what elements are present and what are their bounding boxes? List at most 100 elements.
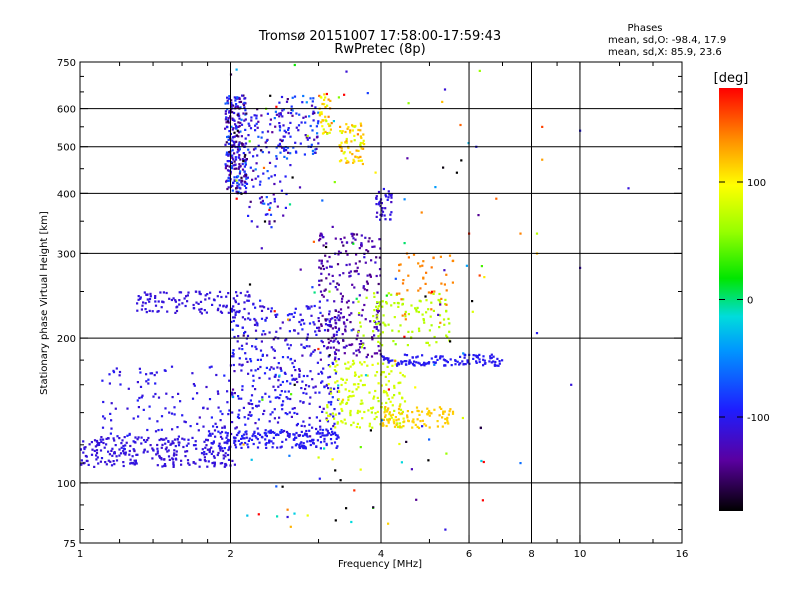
echo-point [231,411,234,414]
echo-point [95,451,99,455]
echo-point [286,146,290,149]
echo-point [220,295,223,299]
echo-point [360,346,364,349]
echo-point [420,364,423,367]
echo-point [349,270,352,273]
echo-point [363,256,366,259]
echo-point [347,361,350,364]
echo-point [238,146,241,149]
echo-point [466,359,469,362]
echo-point [146,428,149,432]
echo-point [405,360,408,363]
echo-point [427,459,430,462]
phase-stats-heading: Phases [627,23,662,34]
echo-point [374,374,377,377]
echo-point [391,413,394,416]
echo-point [298,320,301,324]
echo-point [259,201,263,204]
echo-point [374,389,377,393]
echo-point [442,318,446,321]
echo-point [321,293,324,297]
echo-point [415,361,418,364]
echo-point [364,236,367,239]
echo-point [112,371,116,374]
echo-point [102,400,105,404]
echo-point [224,431,227,434]
echo-point [337,96,340,99]
echo-point [268,420,271,423]
echo-point [216,453,219,457]
echo-point [232,158,235,161]
echo-point [259,365,262,369]
echo-point [137,436,140,439]
echo-point [444,528,447,531]
echo-point [171,440,174,443]
echo-point [231,136,234,139]
echo-point [196,392,199,395]
echo-point [345,402,348,405]
echo-point [145,311,148,314]
echo-point [387,522,390,525]
echo-point [345,263,348,267]
echo-point [427,308,430,311]
echo-point [334,237,337,240]
echo-point [110,464,114,467]
echo-point [346,253,349,256]
echo-point [286,380,289,383]
echo-point [148,405,151,408]
echo-point [255,122,258,125]
echo-point [422,363,425,366]
echo-point [341,398,345,401]
echo-point [340,420,343,423]
echo-point [287,318,290,321]
echo-point [377,340,380,343]
echo-point [254,319,257,322]
echo-point [293,411,296,415]
echo-point [203,440,206,443]
echo-point [252,185,255,188]
echo-point [326,346,330,349]
echo-point [385,401,388,404]
echo-point [273,117,276,120]
echo-point [218,304,221,307]
echo-point [88,443,91,446]
echo-point [273,349,276,352]
echo-point [272,348,275,351]
echo-point [99,438,102,441]
echo-point [333,181,336,184]
echo-point [256,108,259,111]
echo-point [206,293,209,296]
colorbar-tick-label: 0 [747,296,753,307]
echo-point [267,203,270,206]
echo-point [275,157,278,160]
echo-point [298,373,301,376]
echo-point [199,458,202,462]
echo-point [313,349,316,352]
echo-point [244,330,247,334]
echo-point [260,149,263,152]
echo-point [329,403,333,406]
echo-point [434,186,437,189]
echo-point [187,438,190,441]
echo-point [387,397,390,401]
echo-point [333,369,336,372]
echo-point [178,441,181,444]
echo-point [356,409,360,412]
echo-point [157,310,160,313]
echo-point [286,413,289,416]
echo-point [372,397,375,400]
echo-point [329,128,332,131]
echo-point [366,364,369,367]
echo-point [163,369,166,372]
echo-point [293,311,296,314]
echo-point [137,406,140,409]
echo-point [416,306,419,309]
echo-point [452,259,455,262]
echo-point [126,407,129,410]
echo-point [231,156,234,159]
echo-point [541,125,544,128]
echo-point [535,332,539,335]
echo-point [152,449,155,452]
echo-point [270,307,273,310]
echo-point [340,141,343,144]
